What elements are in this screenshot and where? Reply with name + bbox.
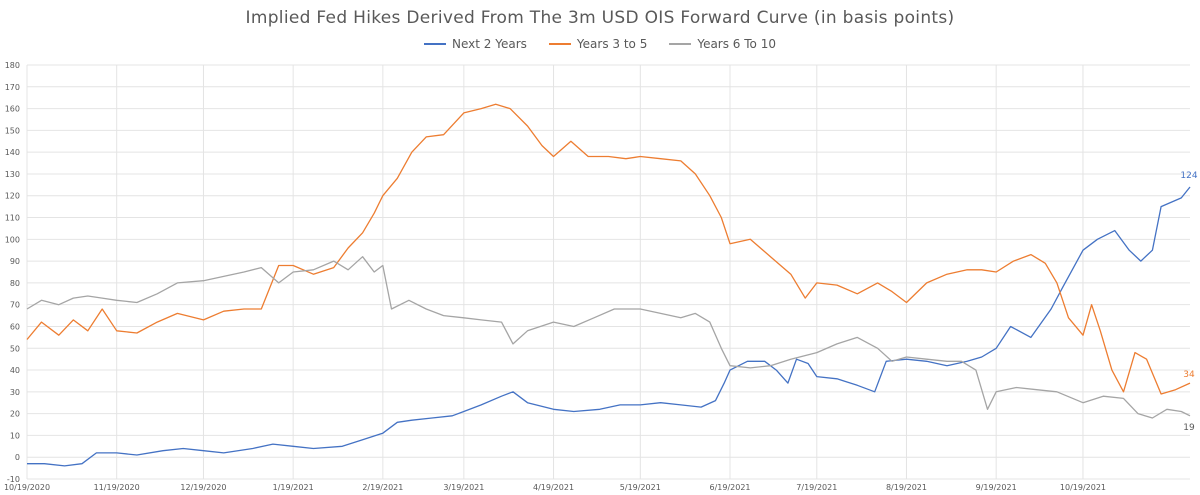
- x-tick-label: 1/19/2021: [273, 483, 314, 492]
- y-tick-label: 180: [5, 61, 20, 70]
- y-tick-label: 120: [5, 192, 20, 201]
- series-line-1: [27, 186, 1191, 467]
- legend-swatch-series-1: [424, 43, 447, 45]
- y-tick-label: 20: [10, 410, 20, 419]
- y-tick-label: 40: [10, 366, 20, 375]
- legend-item-series-1: Next 2 Years: [424, 37, 527, 51]
- legend-label-series-1: Next 2 Years: [452, 37, 527, 51]
- legend-swatch-series-2: [548, 43, 571, 45]
- x-tick-label: 8/19/2021: [886, 483, 927, 492]
- y-tick-label: 60: [10, 322, 20, 331]
- x-tick-label: 6/19/2021: [709, 483, 750, 492]
- x-tick-label: 11/19/2020: [94, 483, 140, 492]
- x-tick-label: 4/19/2021: [533, 483, 574, 492]
- legend-label-series-2: Years 3 to 5: [576, 37, 648, 51]
- y-tick-label: 150: [5, 126, 20, 135]
- x-tick-label: 5/19/2021: [620, 483, 661, 492]
- x-axis-ticks: 10/19/2020 11/19/2020 12/19/2020 1/19/2021 2…: [4, 483, 1106, 492]
- y-tick-label: 140: [5, 148, 20, 157]
- end-label-series-3: 19: [1183, 423, 1195, 433]
- y-tick-label: 170: [5, 83, 20, 92]
- legend-swatch-series-3: [669, 43, 692, 45]
- x-tick-label: 7/19/2021: [796, 483, 837, 492]
- y-tick-label: 90: [10, 257, 20, 266]
- series-line-3: [26, 256, 1191, 419]
- series-line-2: [26, 103, 1191, 395]
- y-tick-label: 30: [10, 388, 20, 397]
- series-lines: [26, 103, 1191, 467]
- y-axis-ticks: 1801701601501401301201101009080706050403…: [5, 61, 20, 484]
- x-tick-label: 2/19/2021: [362, 483, 403, 492]
- legend-item-series-3: Years 6 To 10: [669, 37, 776, 51]
- y-tick-label: 70: [10, 301, 20, 310]
- y-tick-label: 110: [5, 214, 20, 223]
- chart-legend: Next 2 Years Years 3 to 5 Years 6 To 10: [0, 37, 1200, 51]
- end-labels: 124 34 19: [1180, 171, 1197, 433]
- grid-lines: [26, 64, 1190, 480]
- y-tick-label: 130: [5, 170, 20, 179]
- y-tick-label: 50: [10, 344, 20, 353]
- y-tick-label: 80: [10, 279, 20, 288]
- end-label-series-2: 34: [1183, 370, 1195, 380]
- y-tick-label: -10: [7, 475, 20, 484]
- x-tick-label: 10/19/2020: [4, 483, 50, 492]
- x-tick-label: 10/19/2021: [1060, 483, 1106, 492]
- x-tick-label: 3/19/2021: [443, 483, 484, 492]
- legend-label-series-3: Years 6 To 10: [697, 37, 776, 51]
- chart-title: Implied Fed Hikes Derived From The 3m US…: [245, 8, 955, 28]
- x-tick-label: 12/19/2020: [180, 483, 226, 492]
- end-label-series-1: 124: [1180, 171, 1197, 181]
- y-tick-label: 10: [10, 431, 20, 440]
- y-tick-label: 100: [5, 235, 20, 244]
- x-tick-label: 9/19/2021: [976, 483, 1017, 492]
- y-tick-label: 160: [5, 105, 20, 114]
- legend-item-series-2: Years 3 to 5: [548, 37, 648, 51]
- y-tick-label: 0: [15, 453, 20, 462]
